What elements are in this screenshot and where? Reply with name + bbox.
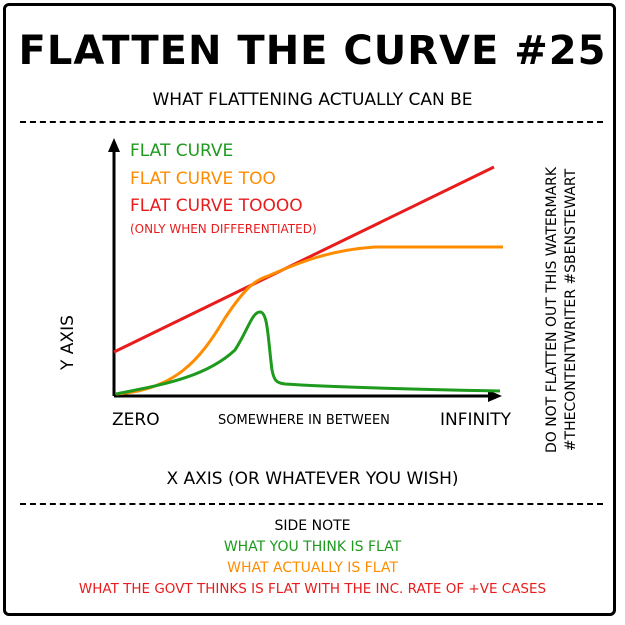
- legend-item-flat-curve: FLAT CURVE: [130, 141, 234, 161]
- page-title: FLATTEN THE CURVE #25: [18, 28, 607, 74]
- x-tick-infinity: INFINITY: [440, 410, 512, 430]
- side-note-line-green: WHAT YOU THINK IS FLAT: [223, 539, 402, 555]
- y-axis-arrow: [108, 138, 120, 152]
- page-subtitle: WHAT FLATTENING ACTUALLY CAN BE: [152, 90, 473, 110]
- comic-frame: [3, 3, 616, 616]
- orange-curve-line: [115, 245, 503, 396]
- x-axis-label: X AXIS (OR WHATEVER YOU WISH): [166, 469, 459, 489]
- legend-note: (ONLY WHEN DIFFERENTIATED): [130, 222, 317, 236]
- green-curve-line: [115, 310, 501, 396]
- watermark-line-2: #THECONTENTWRITER #SBENSTEWART: [563, 168, 579, 452]
- watermark-line-1: DO NOT FLATTEN OUT THIS WATERMARK: [544, 166, 560, 454]
- top-divider: [20, 121, 603, 123]
- y-axis-label: Y AXIS: [58, 315, 78, 370]
- bottom-divider: [20, 503, 603, 505]
- legend-item-flat-curve-toooo: FLAT CURVE TOOOO: [130, 196, 303, 216]
- x-tick-zero: ZERO: [112, 410, 160, 430]
- side-note-line-red: WHAT THE GOVT THINKS IS FLAT WITH THE IN…: [78, 581, 547, 597]
- side-note-heading: SIDE NOTE: [274, 518, 351, 534]
- watermark-text: DO NOT FLATTEN OUT THIS WATERMARK #THECO…: [543, 167, 581, 453]
- legend-item-flat-curve-too: FLAT CURVE TOO: [130, 169, 276, 189]
- red-curve-line: [113, 165, 495, 354]
- x-axis-arrow: [488, 390, 502, 402]
- x-tick-middle: SOMEWHERE IN BETWEEN: [218, 413, 390, 428]
- side-note-line-orange: WHAT ACTUALLY IS FLAT: [227, 560, 398, 576]
